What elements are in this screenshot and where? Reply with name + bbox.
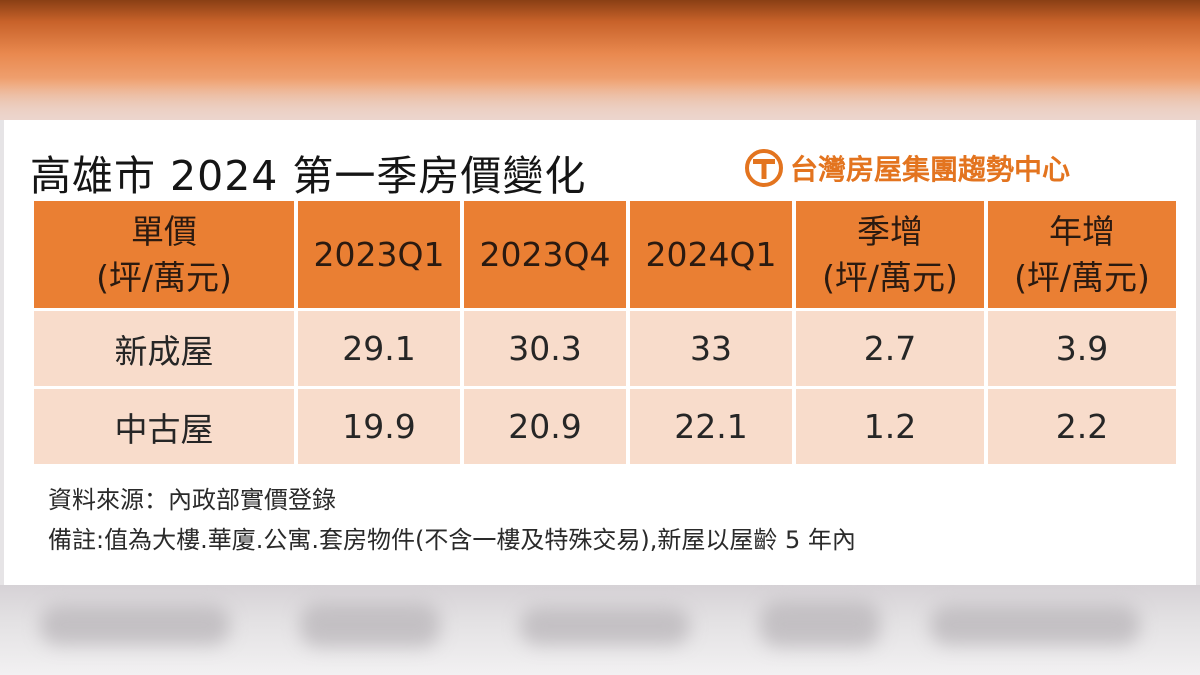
header-unit: (坪/萬元): [822, 257, 958, 297]
header-label: 2023Q1: [313, 234, 445, 274]
source-note: 資料來源：內政部實價登錄: [48, 486, 336, 514]
header-2023q4: 2023Q4: [464, 201, 626, 308]
remark-note: 備註:值為大樓.華廈.公寓.套房物件(不含一樓及特殊交易),新屋以屋齡 5 年內: [48, 526, 856, 554]
header-label: 季增: [857, 211, 923, 251]
table-cell: 29.1: [298, 311, 460, 386]
header-2024q1: 2024Q1: [630, 201, 792, 308]
blurred-background-top: [0, 0, 1200, 120]
chart-title: 高雄市 2024 第一季房價變化: [30, 152, 587, 200]
blurred-background-bottom: [0, 585, 1200, 675]
brand-mark: 台灣房屋集團趨勢中心: [744, 148, 1070, 188]
taiwan-realty-t-logo-icon: [745, 149, 783, 187]
header-label: 單價: [131, 211, 197, 251]
row-label-used-house: 中古屋: [34, 389, 294, 464]
table-cell: 2.7: [796, 311, 984, 386]
header-unit-price: 單價 (坪/萬元): [34, 201, 294, 308]
row-label-new-house: 新成屋: [34, 311, 294, 386]
table-header-row: 單價 (坪/萬元) 2023Q1 2023Q4 2024Q1 季增 (坪/萬元): [34, 201, 1176, 308]
header-unit: (坪/萬元): [1014, 257, 1150, 297]
table-cell: 2.2: [988, 389, 1176, 464]
table-row: 中古屋 19.9 20.9 22.1 1.2 2.2: [34, 389, 1176, 464]
header-qoq-change: 季增 (坪/萬元): [796, 201, 984, 308]
price-table: 單價 (坪/萬元) 2023Q1 2023Q4 2024Q1 季增 (坪/萬元): [30, 198, 1180, 467]
header-unit: (坪/萬元): [96, 257, 232, 297]
header-label: 年增: [1049, 211, 1115, 251]
table-row: 新成屋 29.1 30.3 33 2.7 3.9: [34, 311, 1176, 386]
brand-name: 台灣房屋集團趨勢中心: [790, 153, 1071, 186]
table-cell: 22.1: [630, 389, 792, 464]
table-cell: 1.2: [796, 389, 984, 464]
price-change-card: 高雄市 2024 第一季房價變化 台灣房屋集團趨勢中心 單價 (坪/萬元) 20…: [4, 120, 1196, 585]
header-yoy-change: 年增 (坪/萬元): [988, 201, 1176, 308]
table-cell: 19.9: [298, 389, 460, 464]
header-label: 2024Q1: [645, 234, 777, 274]
header-2023q1: 2023Q1: [298, 201, 460, 308]
table-cell: 3.9: [988, 311, 1176, 386]
footnotes: 資料來源：內政部實價登錄 備註:值為大樓.華廈.公寓.套房物件(不含一樓及特殊交…: [48, 480, 856, 560]
table-cell: 30.3: [464, 311, 626, 386]
table-cell: 20.9: [464, 389, 626, 464]
header-label: 2023Q4: [479, 234, 611, 274]
table-cell: 33: [630, 311, 792, 386]
